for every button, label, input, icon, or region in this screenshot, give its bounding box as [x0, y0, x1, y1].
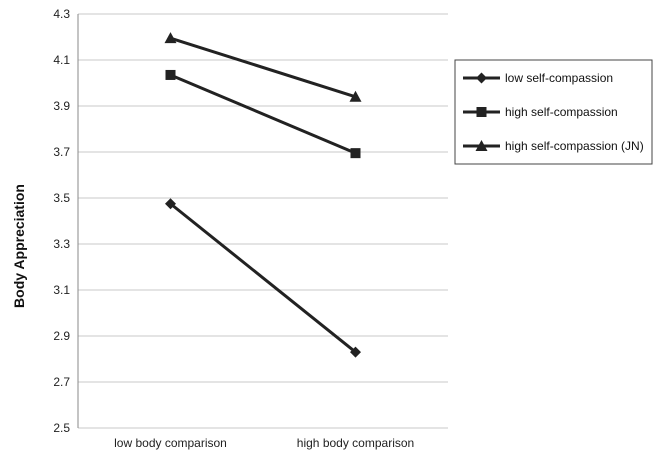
y-tick-label: 3.7	[53, 145, 70, 159]
data-point	[349, 90, 362, 102]
y-tick-label: 2.5	[53, 421, 70, 435]
legend-label: high self-compassion	[505, 105, 618, 119]
y-tick-label: 4.3	[53, 7, 70, 21]
data-point	[165, 69, 176, 80]
series-triangle	[164, 32, 362, 102]
x-tick-label: high body comparison	[297, 436, 414, 450]
x-axis-ticks: low body comparison high body comparison	[114, 436, 414, 450]
y-tick-label: 2.7	[53, 375, 70, 389]
series-diamond	[165, 198, 361, 358]
series-group	[164, 32, 362, 358]
data-point	[350, 346, 361, 358]
y-tick-label: 3.3	[53, 237, 70, 251]
series-square	[165, 69, 361, 159]
series-line	[170, 36, 356, 99]
legend-item: high self-compassion (JN)	[463, 139, 644, 153]
legend-marker-diamond-icon	[476, 72, 487, 84]
grid-lines	[77, 13, 448, 429]
legend-label: high self-compassion (JN)	[505, 139, 644, 153]
y-tick-label: 3.5	[53, 191, 70, 205]
y-axis-label: Body Appreciation	[11, 184, 27, 308]
legend-marker-square-icon	[476, 107, 487, 117]
legend-item: low self-compassion	[463, 71, 613, 85]
data-point	[164, 32, 177, 44]
x-tick-label: low body comparison	[114, 436, 227, 450]
legend: low self-compassion high self-compassion h…	[454, 59, 653, 165]
legend-label: low self-compassion	[505, 71, 613, 85]
y-tick-label: 3.9	[53, 99, 70, 113]
y-axis-ticks: 2.5 2.7 2.9 3.1 3.3 3.5 3.7 3.9 4.1 4.3	[53, 7, 70, 435]
data-point	[165, 198, 176, 210]
series-line	[169, 202, 357, 354]
y-tick-label: 3.1	[53, 283, 70, 297]
data-point	[350, 148, 361, 159]
y-tick-label: 2.9	[53, 329, 70, 343]
y-tick-label: 4.1	[53, 53, 70, 67]
legend-item: high self-compassion	[463, 105, 618, 119]
series-line	[169, 73, 357, 155]
legend-marker-triangle-icon	[475, 140, 488, 151]
